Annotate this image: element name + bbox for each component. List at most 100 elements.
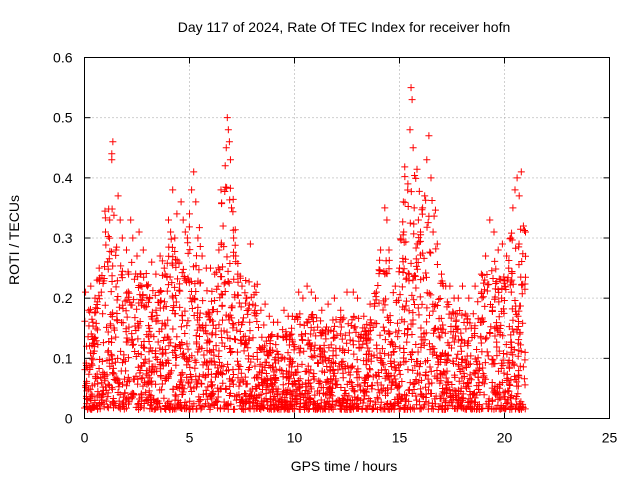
data-point	[488, 396, 496, 404]
data-point	[518, 405, 526, 413]
data-point	[199, 297, 207, 305]
data-point	[442, 374, 450, 382]
data-point	[410, 273, 418, 281]
data-point	[112, 333, 120, 341]
data-point	[139, 382, 147, 390]
data-point	[521, 381, 529, 389]
data-point	[130, 296, 138, 304]
data-point	[228, 302, 236, 310]
data-point	[413, 396, 421, 404]
data-point	[479, 378, 487, 386]
data-point	[409, 144, 417, 152]
data-point	[471, 370, 479, 378]
data-point	[187, 288, 195, 296]
data-point	[309, 310, 317, 318]
data-point	[441, 405, 449, 413]
data-point	[424, 375, 432, 383]
data-point	[351, 323, 359, 331]
data-point	[229, 195, 237, 203]
data-point	[387, 400, 395, 408]
data-point	[428, 402, 436, 410]
data-point	[425, 212, 433, 220]
data-point	[373, 341, 381, 349]
data-point	[234, 361, 242, 369]
data-point	[362, 350, 370, 358]
data-point	[366, 316, 374, 324]
data-point	[136, 318, 144, 326]
data-point	[262, 386, 270, 394]
data-point	[425, 380, 433, 388]
data-point	[100, 400, 108, 408]
data-point	[441, 399, 449, 407]
data-point	[292, 381, 300, 389]
data-point	[350, 350, 358, 358]
data-point	[434, 325, 442, 333]
data-point	[339, 357, 347, 365]
data-point	[420, 254, 428, 262]
data-point	[307, 352, 315, 360]
data-point	[145, 357, 153, 365]
data-point	[147, 368, 155, 376]
data-point	[241, 341, 249, 349]
data-point	[506, 235, 514, 243]
data-point	[130, 391, 138, 399]
data-point	[469, 310, 477, 318]
data-point	[513, 326, 521, 334]
data-point	[484, 404, 492, 412]
data-point	[124, 394, 132, 402]
data-point	[441, 329, 449, 337]
data-point	[128, 258, 136, 266]
data-point	[198, 403, 206, 411]
data-point	[178, 390, 186, 398]
y-axis-label: ROTI / TECUs	[6, 195, 22, 285]
data-point	[101, 377, 109, 385]
data-point	[365, 355, 373, 363]
data-point	[379, 323, 387, 331]
data-point	[220, 280, 228, 288]
data-point	[382, 387, 390, 395]
data-point	[317, 332, 325, 340]
data-point	[470, 369, 478, 377]
data-point	[261, 300, 269, 308]
data-point	[456, 401, 464, 409]
data-point	[452, 322, 460, 330]
data-point	[517, 347, 525, 355]
y-tick-label: 0.1	[53, 350, 73, 366]
data-point	[407, 84, 415, 92]
data-point	[244, 344, 252, 352]
data-point	[414, 216, 422, 224]
data-point	[462, 325, 470, 333]
data-point	[120, 375, 128, 383]
data-point	[178, 370, 186, 378]
data-point	[386, 319, 394, 327]
data-point	[176, 287, 184, 295]
data-point	[483, 287, 491, 295]
data-point	[510, 372, 518, 380]
data-point	[229, 324, 237, 332]
data-point	[221, 278, 229, 286]
data-point	[181, 307, 189, 315]
data-point	[502, 340, 510, 348]
data-point	[223, 253, 231, 261]
data-point	[298, 360, 306, 368]
data-point	[99, 310, 107, 318]
data-point	[264, 405, 272, 413]
data-point	[323, 362, 331, 370]
data-point	[404, 203, 412, 211]
data-point	[496, 384, 504, 392]
data-point	[177, 198, 185, 206]
data-point	[179, 349, 187, 357]
data-point	[224, 401, 232, 409]
data-point	[431, 206, 439, 214]
data-point	[403, 338, 411, 346]
data-point	[226, 184, 234, 192]
data-point	[305, 340, 313, 348]
data-point	[223, 114, 231, 122]
data-point	[506, 393, 514, 401]
data-point	[241, 373, 249, 381]
data-point	[428, 197, 436, 205]
data-point	[104, 265, 112, 273]
data-point	[294, 377, 302, 385]
data-point	[307, 330, 315, 338]
data-point	[409, 316, 417, 324]
